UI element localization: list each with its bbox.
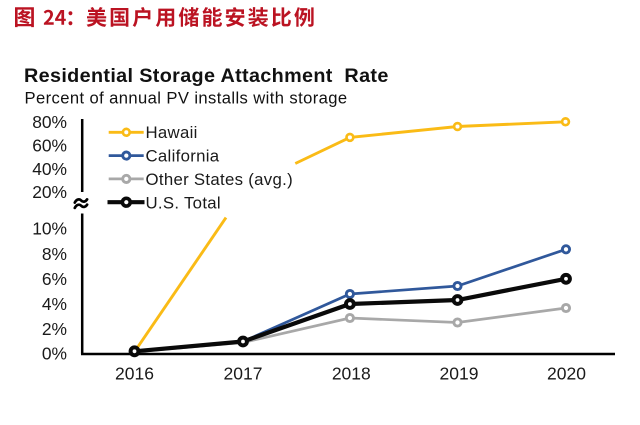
- svg-text:40%: 40%: [32, 159, 67, 179]
- svg-text:Percent of annual PV installs: Percent of annual PV installs with stora…: [25, 89, 348, 108]
- svg-text:2019: 2019: [440, 364, 479, 384]
- svg-text:20%: 20%: [32, 182, 67, 202]
- svg-text:2020: 2020: [547, 364, 586, 384]
- svg-text:2018: 2018: [332, 364, 371, 384]
- svg-text:U.S. Total: U.S. Total: [146, 193, 221, 212]
- svg-text:2017: 2017: [224, 364, 263, 384]
- svg-text:4%: 4%: [42, 294, 67, 314]
- svg-text:10%: 10%: [32, 219, 67, 239]
- svg-text:2016: 2016: [115, 364, 154, 384]
- svg-text:Hawaii: Hawaii: [146, 123, 198, 142]
- svg-text:2%: 2%: [42, 319, 67, 339]
- svg-text:Residential Storage Attachment: Residential Storage Attachment Rate: [24, 65, 389, 87]
- svg-text:Other States (avg.): Other States (avg.): [146, 170, 293, 189]
- svg-text:8%: 8%: [42, 244, 67, 264]
- svg-text:60%: 60%: [32, 136, 67, 156]
- svg-text:0%: 0%: [42, 344, 67, 364]
- svg-text:6%: 6%: [42, 269, 67, 289]
- svg-text:80%: 80%: [32, 112, 67, 132]
- svg-text:California: California: [146, 147, 220, 166]
